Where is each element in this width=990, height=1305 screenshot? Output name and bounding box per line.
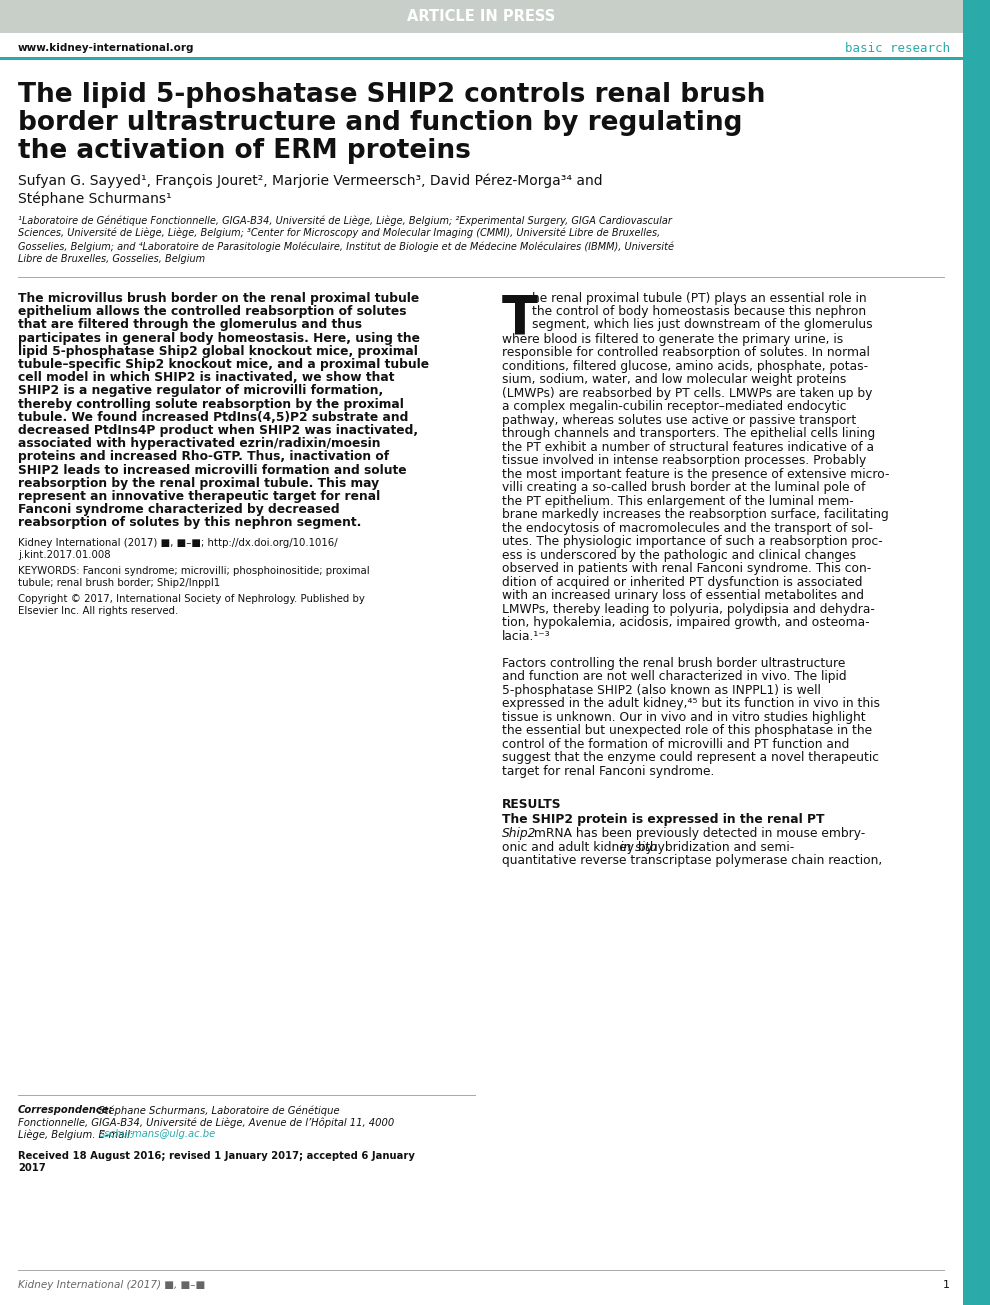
Text: tubule; renal brush border; Ship2/Inppl1: tubule; renal brush border; Ship2/Inppl1	[18, 578, 220, 587]
Text: conditions, filtered glucose, amino acids, phosphate, potas-: conditions, filtered glucose, amino acid…	[502, 360, 868, 373]
Text: expressed in the adult kidney,⁴⁵ but its function in vivo in this: expressed in the adult kidney,⁴⁵ but its…	[502, 697, 880, 710]
Text: SHIP2 leads to increased microvilli formation and solute: SHIP2 leads to increased microvilli form…	[18, 463, 407, 476]
Text: sschurmans@ulg.ac.be: sschurmans@ulg.ac.be	[100, 1129, 216, 1139]
Text: Sciences, Université de Liège, Liège, Belgium; ³Center for Microscopy and Molecu: Sciences, Université de Liège, Liège, Be…	[18, 228, 660, 239]
Text: segment, which lies just downstream of the glomerulus: segment, which lies just downstream of t…	[532, 318, 872, 331]
Text: through channels and transporters. The epithelial cells lining: through channels and transporters. The e…	[502, 427, 875, 440]
Text: pathway, whereas solutes use active or passive transport: pathway, whereas solutes use active or p…	[502, 414, 856, 427]
Text: mRNA has been previously detected in mouse embry-: mRNA has been previously detected in mou…	[530, 827, 865, 840]
Text: Ship2: Ship2	[502, 827, 537, 840]
Text: in situ: in situ	[620, 840, 656, 853]
Text: ARTICLE IN PRESS: ARTICLE IN PRESS	[407, 9, 555, 23]
Text: The lipid 5-phoshatase SHIP2 controls renal brush: The lipid 5-phoshatase SHIP2 controls re…	[18, 82, 765, 108]
Text: The microvillus brush border on the renal proximal tubule: The microvillus brush border on the rena…	[18, 292, 419, 305]
Text: the activation of ERM proteins: the activation of ERM proteins	[18, 138, 471, 164]
Text: reabsorption of solutes by this nephron segment.: reabsorption of solutes by this nephron …	[18, 517, 361, 530]
Text: LMWPs, thereby leading to polyuria, polydipsia and dehydra-: LMWPs, thereby leading to polyuria, poly…	[502, 603, 875, 616]
Text: border ultrastructure and function by regulating: border ultrastructure and function by re…	[18, 110, 742, 136]
Text: responsible for controlled reabsorption of solutes. In normal: responsible for controlled reabsorption …	[502, 346, 870, 359]
Text: Stéphane Schurmans¹: Stéphane Schurmans¹	[18, 192, 171, 206]
Text: tubule. We found increased PtdIns(4,5)P2 substrate and: tubule. We found increased PtdIns(4,5)P2…	[18, 411, 408, 424]
Text: SHIP2 is a negative regulator of microvilli formation,: SHIP2 is a negative regulator of microvi…	[18, 385, 383, 398]
Text: sium, sodium, water, and low molecular weight proteins: sium, sodium, water, and low molecular w…	[502, 373, 846, 386]
Text: with an increased urinary loss of essential metabolites and: with an increased urinary loss of essent…	[502, 589, 864, 602]
Text: j.kint.2017.01.008: j.kint.2017.01.008	[18, 549, 111, 560]
Text: tion, hypokalemia, acidosis, impaired growth, and osteoma-: tion, hypokalemia, acidosis, impaired gr…	[502, 616, 869, 629]
Text: the most important feature is the presence of extensive micro-: the most important feature is the presen…	[502, 467, 889, 480]
Text: cell model in which SHIP2 is inactivated, we show that: cell model in which SHIP2 is inactivated…	[18, 371, 394, 384]
Text: suggest that the enzyme could represent a novel therapeutic: suggest that the enzyme could represent …	[502, 752, 879, 765]
Text: utes. The physiologic importance of such a reabsorption proc-: utes. The physiologic importance of such…	[502, 535, 883, 548]
Text: www.kidney-international.org: www.kidney-international.org	[18, 43, 194, 54]
Text: represent an innovative therapeutic target for renal: represent an innovative therapeutic targ…	[18, 489, 380, 502]
Text: reabsorption by the renal proximal tubule. This may: reabsorption by the renal proximal tubul…	[18, 476, 379, 489]
Text: the PT exhibit a number of structural features indicative of a: the PT exhibit a number of structural fe…	[502, 441, 874, 454]
Bar	[0, 57, 963, 60]
Text: T: T	[502, 292, 538, 345]
Text: target for renal Fanconi syndrome.: target for renal Fanconi syndrome.	[502, 765, 715, 778]
Text: tissue involved in intense reabsorption processes. Probably: tissue involved in intense reabsorption …	[502, 454, 866, 467]
Text: the control of body homeostasis because this nephron: the control of body homeostasis because …	[532, 305, 866, 318]
Text: Received 18 August 2016; revised 1 January 2017; accepted 6 January: Received 18 August 2016; revised 1 Janua…	[18, 1151, 415, 1161]
Text: thereby controlling solute reabsorption by the proximal: thereby controlling solute reabsorption …	[18, 398, 404, 411]
Text: Liège, Belgium. E-mail:: Liège, Belgium. E-mail:	[18, 1129, 137, 1139]
Text: (LMWPs) are reabsorbed by PT cells. LMWPs are taken up by: (LMWPs) are reabsorbed by PT cells. LMWP…	[502, 386, 872, 399]
Bar	[963, 0, 990, 1305]
Text: 5-phosphatase SHIP2 (also known as INPPL1) is well: 5-phosphatase SHIP2 (also known as INPPL…	[502, 684, 821, 697]
Text: lipid 5-phosphatase Ship2 global knockout mice, proximal: lipid 5-phosphatase Ship2 global knockou…	[18, 345, 418, 358]
Text: a complex megalin-cubilin receptor–mediated endocytic: a complex megalin-cubilin receptor–media…	[502, 401, 846, 414]
Text: Gosselies, Belgium; and ⁴Laboratoire de Parasitologie Moléculaire, Institut de B: Gosselies, Belgium; and ⁴Laboratoire de …	[18, 241, 674, 252]
Text: he renal proximal tubule (PT) plays an essential role in: he renal proximal tubule (PT) plays an e…	[532, 292, 866, 305]
Text: control of the formation of microvilli and PT function and: control of the formation of microvilli a…	[502, 737, 849, 750]
Text: dition of acquired or inherited PT dysfunction is associated: dition of acquired or inherited PT dysfu…	[502, 576, 862, 589]
Text: Fonctionnelle, GIGA-B34, Université de Liège, Avenue de l’Hôpital 11, 4000: Fonctionnelle, GIGA-B34, Université de L…	[18, 1117, 394, 1128]
Text: tissue is unknown. Our in vivo and in vitro studies highlight: tissue is unknown. Our in vivo and in vi…	[502, 711, 865, 723]
Text: Kidney International (2017) ■, ■–■; http://dx.doi.org/10.1016/: Kidney International (2017) ■, ■–■; http…	[18, 538, 338, 548]
Text: epithelium allows the controlled reabsorption of solutes: epithelium allows the controlled reabsor…	[18, 305, 407, 318]
Text: onic and adult kidney by: onic and adult kidney by	[502, 840, 656, 853]
Text: where blood is filtered to generate the primary urine, is: where blood is filtered to generate the …	[502, 333, 843, 346]
Text: villi creating a so-called brush border at the luminal pole of: villi creating a so-called brush border …	[502, 482, 865, 495]
Text: the essential but unexpected role of this phosphatase in the: the essential but unexpected role of thi…	[502, 724, 872, 737]
Text: tubule–specific Ship2 knockout mice, and a proximal tubule: tubule–specific Ship2 knockout mice, and…	[18, 358, 429, 371]
Text: ess is underscored by the pathologic and clinical changes: ess is underscored by the pathologic and…	[502, 548, 856, 561]
Text: that are filtered through the glomerulus and thus: that are filtered through the glomerulus…	[18, 318, 362, 331]
Text: Correspondence:: Correspondence:	[18, 1105, 114, 1114]
Text: Sufyan G. Sayyed¹, François Jouret², Marjorie Vermeersch³, David Pérez-Morga³⁴ a: Sufyan G. Sayyed¹, François Jouret², Mar…	[18, 174, 603, 188]
Text: Factors controlling the renal brush border ultrastructure: Factors controlling the renal brush bord…	[502, 656, 845, 669]
Text: participates in general body homeostasis. Here, using the: participates in general body homeostasis…	[18, 331, 420, 345]
Text: Kidney International (2017) ■, ■–■: Kidney International (2017) ■, ■–■	[18, 1280, 205, 1291]
Text: ¹Laboratoire de Génétique Fonctionnelle, GIGA-B34, Université de Liège, Liège, B: ¹Laboratoire de Génétique Fonctionnelle,…	[18, 215, 672, 226]
Bar	[0, 0, 963, 33]
Text: Elsevier Inc. All rights reserved.: Elsevier Inc. All rights reserved.	[18, 606, 178, 616]
Text: Stéphane Schurmans, Laboratoire de Génétique: Stéphane Schurmans, Laboratoire de Génét…	[95, 1105, 340, 1116]
Text: Libre de Bruxelles, Gosselies, Belgium: Libre de Bruxelles, Gosselies, Belgium	[18, 254, 205, 264]
Text: KEYWORDS: Fanconi syndrome; microvilli; phosphoinositide; proximal: KEYWORDS: Fanconi syndrome; microvilli; …	[18, 565, 369, 576]
Text: proteins and increased Rho-GTP. Thus, inactivation of: proteins and increased Rho-GTP. Thus, in…	[18, 450, 389, 463]
Text: brane markedly increases the reabsorption surface, facilitating: brane markedly increases the reabsorptio…	[502, 508, 889, 521]
Text: observed in patients with renal Fanconi syndrome. This con-: observed in patients with renal Fanconi …	[502, 562, 871, 576]
Text: lacia.¹⁻³: lacia.¹⁻³	[502, 629, 550, 642]
Text: the PT epithelium. This enlargement of the luminal mem-: the PT epithelium. This enlargement of t…	[502, 495, 853, 508]
Text: quantitative reverse transcriptase polymerase chain reaction,: quantitative reverse transcriptase polym…	[502, 855, 882, 868]
Text: associated with hyperactivated ezrin/radixin/moesin: associated with hyperactivated ezrin/rad…	[18, 437, 380, 450]
Text: The SHIP2 protein is expressed in the renal PT: The SHIP2 protein is expressed in the re…	[502, 813, 825, 826]
Text: Copyright © 2017, International Society of Nephrology. Published by: Copyright © 2017, International Society …	[18, 594, 365, 604]
Text: the endocytosis of macromolecules and the transport of sol-: the endocytosis of macromolecules and th…	[502, 522, 873, 535]
Text: and function are not well characterized in vivo. The lipid: and function are not well characterized …	[502, 669, 846, 683]
Text: basic research: basic research	[845, 42, 950, 55]
Text: decreased PtdIns4P product when SHIP2 was inactivated,: decreased PtdIns4P product when SHIP2 wa…	[18, 424, 418, 437]
Text: hybridization and semi-: hybridization and semi-	[646, 840, 795, 853]
Text: 2017: 2017	[18, 1163, 46, 1173]
Text: 1: 1	[943, 1280, 950, 1291]
Text: RESULTS: RESULTS	[502, 799, 561, 812]
Text: Fanconi syndrome characterized by decreased: Fanconi syndrome characterized by decrea…	[18, 504, 340, 517]
